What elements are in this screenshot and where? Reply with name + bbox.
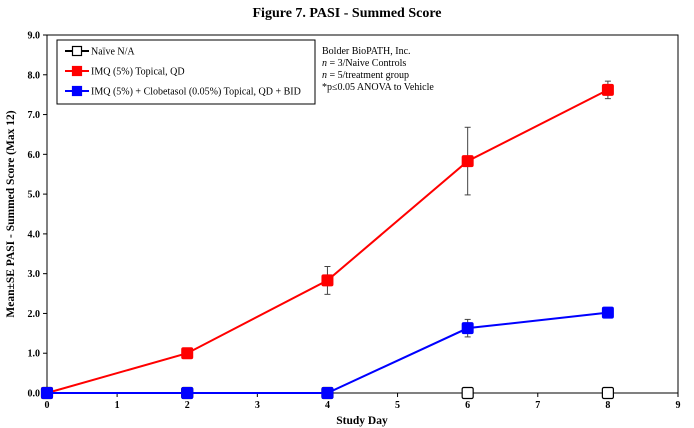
x-tick-label: 8: [605, 400, 610, 411]
annotation-block: Bolder BioPATH, Inc.n = 3/Naive Controls…: [322, 46, 434, 93]
annotation-line: n = 5/treatment group: [322, 70, 409, 81]
y-tick-label: 7.0: [28, 110, 41, 121]
x-axis-title: Study Day: [336, 415, 388, 427]
y-axis: 0.0 1.0 2.0 3.0 4.0 5.0 6.0 7.0 8.0 9.0: [28, 31, 47, 400]
data-point: [321, 387, 334, 399]
y-tick-label: 2.0: [28, 309, 41, 320]
series-line: [46, 89, 609, 394]
y-tick-label: 0.0: [28, 389, 41, 400]
y-tick-label: 3.0: [28, 269, 41, 280]
series-1: [41, 80, 614, 399]
x-tick-label: 1: [115, 400, 120, 411]
x-tick-label: 9: [676, 400, 681, 411]
legend-label: IMQ (5%) + Clobetasol (0.05%) Topical, Q…: [91, 87, 301, 98]
data-point: [601, 83, 614, 96]
data-point: [181, 347, 194, 360]
annotation-line: Bolder BioPATH, Inc.: [322, 46, 411, 57]
legend-marker: [71, 45, 83, 57]
x-tick-label: 0: [45, 400, 50, 411]
data-point: [461, 155, 474, 168]
series-2: [41, 306, 614, 399]
data-point: [601, 306, 614, 319]
y-axis-title: Mean±SE PASI - Summed Score (Max 12): [5, 110, 17, 317]
annotation-line: n = 3/Naive Controls: [322, 58, 406, 69]
legend-marker: [71, 65, 83, 77]
series-layer: [40, 80, 614, 400]
x-tick-label: 3: [255, 400, 260, 411]
data-point: [461, 322, 474, 335]
data-point: [321, 274, 334, 287]
x-tick-label: 7: [535, 400, 540, 411]
y-tick-label: 8.0: [28, 70, 41, 81]
chart-title: Figure 7. PASI - Summed Score: [253, 6, 442, 21]
legend-label: Naïve N/A: [91, 47, 135, 58]
x-tick-label: 6: [465, 400, 470, 411]
data-point: [461, 386, 474, 400]
y-tick-label: 6.0: [28, 150, 41, 161]
y-tick-label: 9.0: [28, 31, 41, 42]
y-tick-label: 1.0: [28, 349, 41, 360]
x-axis: 0 1 2 3 4 5 6 7 8 9: [45, 393, 681, 411]
legend-box: [56, 39, 316, 105]
x-tick-label: 2: [185, 400, 190, 411]
x-tick-label: 5: [395, 400, 400, 411]
annotation-line: *p≤0.05 ANOVA to Vehicle: [322, 82, 434, 93]
y-tick-label: 5.0: [28, 190, 41, 201]
legend-marker: [71, 85, 83, 97]
legend: Naïve N/A IMQ (5%) Topical, QD IMQ (5%) + …: [56, 39, 316, 105]
series-line: [47, 311, 608, 394]
data-point: [181, 387, 194, 399]
data-point: [41, 387, 53, 399]
plot-area: [46, 34, 679, 394]
x-tick-label: 4: [325, 400, 330, 411]
y-tick-label: 4.0: [28, 229, 41, 240]
legend-label: IMQ (5%) Topical, QD: [91, 67, 185, 78]
data-point: [601, 386, 614, 400]
